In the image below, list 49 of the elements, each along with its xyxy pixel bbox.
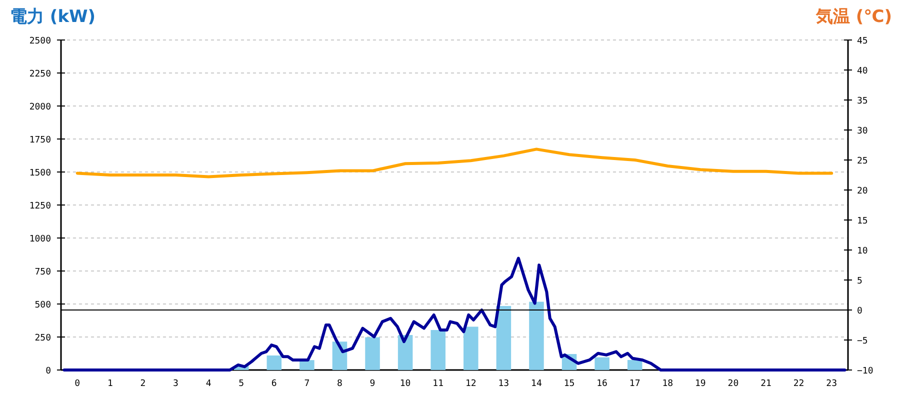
y-tick-label: 0	[46, 366, 51, 376]
x-tick-label: 17	[629, 379, 640, 389]
x-tick-label: 6	[271, 379, 277, 389]
x-tick-label: 10	[400, 379, 411, 389]
x-tick-label: 15	[564, 379, 575, 389]
y-tick-label: 2500	[29, 36, 51, 46]
x-tick-label: 21	[760, 379, 772, 389]
x-tick-label: 20	[728, 379, 739, 389]
y2-tick-label: 5	[857, 276, 862, 286]
y2-tick-label: 20	[857, 186, 868, 196]
x-tick-label: 4	[206, 379, 212, 389]
x-tick-label: 19	[695, 379, 706, 389]
y-tick-label: 1500	[29, 168, 51, 178]
x-tick-label: 1	[107, 379, 113, 389]
x-tick-label: 23	[826, 379, 838, 389]
x-tick-label: 11	[432, 379, 444, 389]
y-tick-label: 500	[34, 300, 51, 310]
y2-tick-label: 45	[857, 36, 868, 46]
y2-tick-label: 35	[857, 96, 868, 106]
x-tick-label: 9	[370, 379, 376, 389]
x-tick-label: 0	[74, 379, 80, 389]
x-tick-label: 8	[337, 379, 342, 389]
x-tick-label: 13	[498, 379, 510, 389]
x-tick-label: 18	[662, 379, 674, 389]
x-tick-label: 16	[596, 379, 608, 389]
y-tick-label: 2250	[29, 70, 51, 80]
y-tick-label: 1750	[29, 136, 51, 146]
y2-tick-label: 15	[857, 216, 868, 226]
y-axis-title: 電力 (kW)	[10, 7, 96, 27]
x-tick-label: 5	[238, 379, 244, 389]
x-tick-label: 3	[173, 379, 178, 389]
y2-axis-title: 気温 (℃)	[814, 7, 892, 27]
x-tick-label: 7	[304, 379, 310, 389]
y2-tick-label: −10	[857, 366, 874, 376]
y-tick-label: 2000	[29, 102, 51, 112]
y2-tick-label: 10	[857, 246, 868, 256]
y2-tick-label: 0	[857, 306, 862, 316]
y2-tick-label: 25	[857, 156, 868, 166]
y-tick-label: 750	[34, 268, 51, 278]
y-tick-label: 1250	[29, 202, 51, 212]
y2-tick-label: −5	[857, 336, 868, 346]
x-tick-label: 22	[793, 379, 804, 389]
x-tick-label: 14	[531, 379, 542, 389]
y2-tick-label: 30	[857, 126, 868, 136]
x-tick-label: 2	[140, 379, 146, 389]
y-tick-label: 1000	[29, 234, 51, 244]
y-tick-label: 250	[34, 334, 51, 344]
y2-tick-label: 40	[857, 66, 868, 76]
x-tick-label: 12	[465, 379, 476, 389]
